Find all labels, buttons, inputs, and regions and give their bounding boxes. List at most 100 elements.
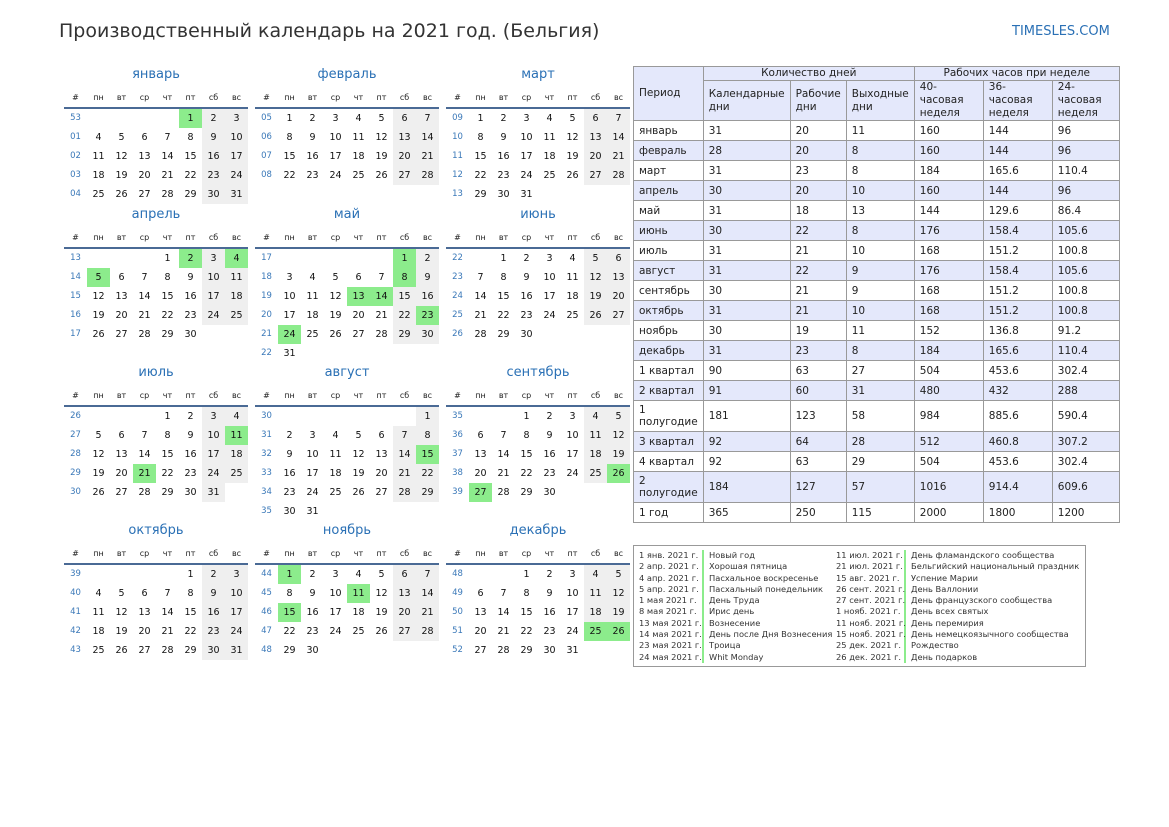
day-cell[interactable]: 19 — [115, 170, 128, 181]
day-cell[interactable]: 16 — [543, 449, 556, 460]
day-cell[interactable]: 23 — [543, 468, 556, 479]
day-cell[interactable]: 14 — [497, 449, 510, 460]
day-cell[interactable]: 9 — [546, 430, 553, 441]
day-cell[interactable]: 6 — [607, 249, 630, 268]
day-cell[interactable]: 13 — [375, 449, 388, 460]
day-cell[interactable]: 18 — [306, 310, 319, 321]
day-cell[interactable]: 22 — [283, 626, 296, 637]
day-cell[interactable]: 14 — [138, 291, 151, 302]
day-cell[interactable]: 3 — [332, 569, 339, 580]
day-cell[interactable]: 22 — [520, 626, 533, 637]
day-cell[interactable]: 13 — [474, 449, 487, 460]
day-cell[interactable]: 5 — [569, 113, 576, 124]
day-cell[interactable]: 31 — [225, 641, 248, 660]
day-cell[interactable]: 7 — [607, 109, 630, 128]
day-cell[interactable]: 9 — [286, 449, 293, 460]
day-cell[interactable]: 23 — [306, 170, 319, 181]
day-cell[interactable]: 12 — [115, 607, 128, 618]
day-cell[interactable]: 7 — [141, 272, 148, 283]
day-cell[interactable]: 7 — [416, 565, 439, 584]
day-cell[interactable]: 9 — [416, 268, 439, 287]
day-cell[interactable]: 30 — [543, 645, 556, 656]
day-cell[interactable]: 10 — [202, 268, 225, 287]
day-cell[interactable]: 3 — [332, 113, 339, 124]
day-cell[interactable]: 24 — [566, 468, 579, 479]
day-cell[interactable]: 23 — [202, 166, 225, 185]
day-cell[interactable]: 20 — [607, 287, 630, 306]
day-cell[interactable]: 5 — [118, 132, 125, 143]
day-cell[interactable]: 17 — [520, 151, 533, 162]
day-cell[interactable]: 4 — [355, 113, 362, 124]
day-cell[interactable]: 9 — [523, 272, 530, 283]
day-cell[interactable]: 15 — [520, 449, 533, 460]
day-cell[interactable]: 19 — [329, 310, 342, 321]
day-cell[interactable]: 23 — [184, 468, 197, 479]
day-cell[interactable]: 26 — [115, 645, 128, 656]
day-cell[interactable]: 28 — [161, 645, 174, 656]
day-cell[interactable]: 20 — [474, 468, 487, 479]
day-cell[interactable]: 12 — [375, 132, 388, 143]
day-cell[interactable]: 7 — [141, 430, 148, 441]
day-cell[interactable]: 2 — [202, 109, 225, 128]
day-cell[interactable]: 16 — [306, 607, 319, 618]
day-cell[interactable]: 7 — [416, 109, 439, 128]
day-cell[interactable]: 27 — [607, 306, 630, 325]
day-cell[interactable]: 23 — [497, 170, 510, 181]
day-cell[interactable]: 21 — [138, 310, 151, 321]
day-cell[interactable]: 19 — [92, 310, 105, 321]
day-cell[interactable]: 8 — [187, 588, 194, 599]
day-cell[interactable]: 3 — [225, 565, 248, 584]
day-cell[interactable]: 26 — [375, 170, 388, 181]
day-cell[interactable]: 19 — [115, 626, 128, 637]
day-cell[interactable]: 22 — [416, 464, 439, 483]
day-cell[interactable]: 11 — [225, 426, 248, 445]
day-cell[interactable]: 21 — [497, 626, 510, 637]
day-cell[interactable]: 4 — [332, 430, 339, 441]
day-cell[interactable]: 8 — [187, 132, 194, 143]
day-cell[interactable]: 11 — [225, 268, 248, 287]
day-cell[interactable]: 1 — [278, 565, 301, 584]
day-cell[interactable]: 30 — [306, 645, 319, 656]
day-cell[interactable]: 22 — [520, 468, 533, 479]
day-cell[interactable]: 31 — [225, 185, 248, 204]
day-cell[interactable]: 12 — [566, 132, 579, 143]
day-cell[interactable]: 19 — [92, 468, 105, 479]
day-cell[interactable]: 6 — [393, 109, 416, 128]
day-cell[interactable]: 26 — [375, 626, 388, 637]
day-cell[interactable]: 18 — [584, 603, 607, 622]
day-cell[interactable]: 24 — [225, 166, 248, 185]
day-cell[interactable]: 22 — [283, 170, 296, 181]
day-cell[interactable]: 5 — [95, 430, 102, 441]
day-cell[interactable]: 25 — [352, 626, 365, 637]
day-cell[interactable]: 3 — [286, 272, 293, 283]
day-cell[interactable]: 3 — [546, 253, 553, 264]
day-cell[interactable]: 12 — [115, 151, 128, 162]
day-cell[interactable]: 20 — [584, 147, 607, 166]
day-cell[interactable]: 24 — [543, 310, 556, 321]
day-cell[interactable]: 12 — [375, 588, 388, 599]
day-cell[interactable]: 6 — [141, 132, 148, 143]
day-cell[interactable]: 14 — [607, 128, 630, 147]
day-cell[interactable]: 9 — [187, 272, 194, 283]
day-cell[interactable]: 18 — [584, 445, 607, 464]
day-cell[interactable]: 2 — [416, 249, 439, 268]
day-cell[interactable]: 31 — [306, 506, 319, 517]
day-cell[interactable]: 26 — [329, 329, 342, 340]
day-cell[interactable]: 30 — [543, 487, 556, 498]
day-cell[interactable]: 29 — [416, 483, 439, 502]
day-cell[interactable]: 14 — [416, 128, 439, 147]
day-cell[interactable]: 22 — [497, 310, 510, 321]
day-cell[interactable]: 17 — [283, 310, 296, 321]
day-cell[interactable]: 12 — [607, 426, 630, 445]
day-cell[interactable]: 26 — [607, 622, 630, 641]
day-cell[interactable]: 5 — [607, 407, 630, 426]
day-cell[interactable]: 14 — [393, 445, 416, 464]
day-cell[interactable]: 17 — [202, 445, 225, 464]
day-cell[interactable]: 18 — [543, 151, 556, 162]
day-cell[interactable]: 9 — [202, 128, 225, 147]
day-cell[interactable]: 10 — [566, 430, 579, 441]
day-cell[interactable]: 4 — [95, 132, 102, 143]
day-cell[interactable]: 22 — [474, 170, 487, 181]
day-cell[interactable]: 1 — [523, 569, 530, 580]
day-cell[interactable]: 15 — [184, 151, 197, 162]
